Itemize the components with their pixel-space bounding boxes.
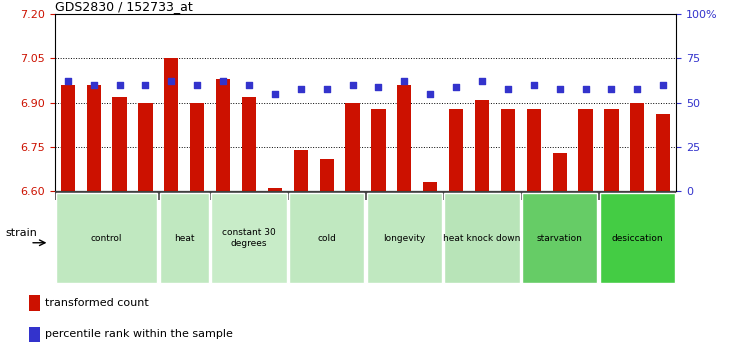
Bar: [346, 103, 360, 191]
Bar: [294, 150, 308, 191]
Text: GDS2830 / 152733_at: GDS2830 / 152733_at: [55, 0, 192, 13]
Point: [243, 82, 255, 88]
Text: transformed count: transformed count: [45, 298, 148, 308]
Bar: [444, 193, 520, 283]
Bar: [475, 100, 489, 191]
Point: [657, 82, 669, 88]
Bar: [56, 193, 157, 283]
Bar: [159, 193, 209, 283]
Bar: [630, 103, 645, 191]
Point: [398, 79, 410, 84]
Bar: [371, 109, 385, 191]
Bar: [600, 193, 675, 283]
Point: [476, 79, 488, 84]
Text: longevity: longevity: [383, 234, 425, 242]
Point: [373, 84, 385, 90]
Point: [425, 91, 436, 97]
Bar: [86, 85, 101, 191]
Text: control: control: [91, 234, 122, 242]
Bar: [449, 109, 463, 191]
Text: cold: cold: [317, 234, 336, 242]
Point: [217, 79, 229, 84]
Bar: [113, 97, 126, 191]
Bar: [289, 193, 364, 283]
Bar: [578, 109, 593, 191]
Bar: [216, 79, 230, 191]
Bar: [553, 153, 567, 191]
Bar: [656, 114, 670, 191]
Bar: [242, 97, 256, 191]
Text: desiccation: desiccation: [612, 234, 663, 242]
Bar: [501, 109, 515, 191]
Point: [62, 79, 74, 84]
Point: [580, 86, 591, 91]
Point: [114, 82, 126, 88]
Bar: [423, 182, 437, 191]
Bar: [138, 103, 153, 191]
Text: strain: strain: [6, 228, 37, 238]
Point: [321, 86, 333, 91]
Bar: [605, 109, 618, 191]
Point: [140, 82, 151, 88]
Text: heat: heat: [174, 234, 194, 242]
Point: [605, 86, 617, 91]
Point: [295, 86, 306, 91]
Bar: [522, 193, 597, 283]
Bar: [367, 193, 442, 283]
Bar: [268, 188, 282, 191]
Point: [554, 86, 566, 91]
Bar: [190, 103, 205, 191]
Bar: [211, 193, 287, 283]
Bar: [397, 85, 412, 191]
Point: [528, 82, 539, 88]
Point: [88, 82, 99, 88]
Text: percentile rank within the sample: percentile rank within the sample: [45, 330, 232, 339]
Point: [346, 82, 358, 88]
Bar: [61, 85, 75, 191]
Point: [192, 82, 203, 88]
Point: [269, 91, 281, 97]
Bar: [29, 326, 40, 342]
Point: [502, 86, 514, 91]
Bar: [29, 295, 40, 311]
Bar: [319, 159, 334, 191]
Point: [632, 86, 643, 91]
Text: heat knock down: heat knock down: [443, 234, 520, 242]
Point: [450, 84, 462, 90]
Text: starvation: starvation: [537, 234, 583, 242]
Text: constant 30
degrees: constant 30 degrees: [222, 228, 276, 248]
Point: [165, 79, 177, 84]
Bar: [526, 109, 541, 191]
Bar: [164, 58, 178, 191]
